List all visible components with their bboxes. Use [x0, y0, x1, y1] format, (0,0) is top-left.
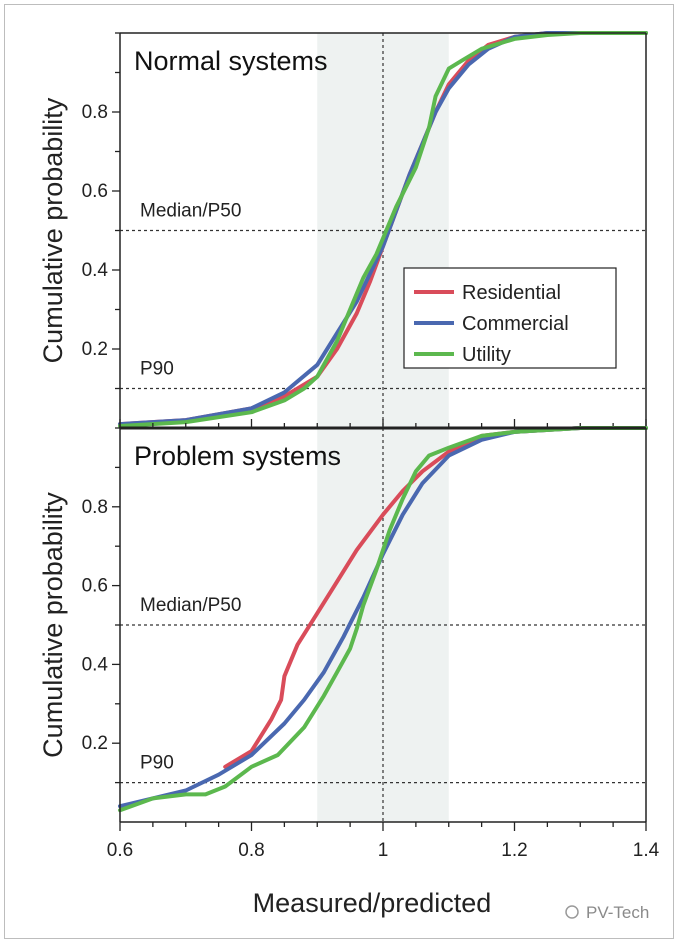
x-tick-label: 1.2	[501, 840, 527, 861]
y-axis-title: Cumulative probability	[38, 492, 68, 758]
watermark: PV-Tech	[565, 903, 649, 922]
panel-title: Normal systems	[134, 46, 328, 76]
reference-label: P90	[140, 753, 174, 774]
y-tick-label: 0.8	[82, 497, 108, 518]
series-line-commercial	[118, 426, 648, 809]
y-tick-label: 0.4	[82, 260, 109, 281]
panel-top: Median/P50 P90 0.2 0.4 0.6 0.8 Normal systems C…	[38, 31, 648, 430]
watermark-text: PV-Tech	[586, 903, 649, 922]
x-tick-label: 1.4	[633, 840, 660, 861]
x-tick-label: 0.6	[107, 840, 133, 861]
y-axis-title: Cumulative probability	[38, 97, 68, 363]
x-tick-label: 1	[378, 840, 389, 861]
legend-box	[403, 267, 617, 369]
legend: Residential Commercial Utility	[403, 267, 617, 369]
y-tick-label: 0.4	[82, 654, 109, 675]
y-tick-label: 0.6	[82, 181, 108, 202]
legend-label-residential: Residential	[462, 282, 561, 304]
series-line-utility	[118, 426, 648, 813]
panel-bottom: Median/P50 P90 0.2 0.4 0.6 0.8 0.6 0.8 1 1.2 1.4 Pr…	[38, 426, 660, 861]
y-tick-label: 0.8	[82, 102, 108, 123]
legend-label-commercial: Commercial	[462, 313, 569, 335]
legend-label-utility: Utility	[462, 344, 511, 366]
x-axis-title: Measured/predicted	[253, 888, 492, 918]
series-line-utility	[118, 31, 648, 428]
x-tick-label: 0.8	[238, 840, 264, 861]
wechat-icon	[565, 905, 579, 919]
panel-title: Problem systems	[134, 441, 341, 471]
reference-label: Median/P50	[140, 201, 241, 222]
reference-label: Median/P50	[140, 595, 241, 616]
y-tick-label: 0.2	[82, 339, 108, 360]
y-tick-label: 0.2	[82, 733, 108, 754]
reference-label: P90	[140, 359, 174, 380]
y-tick-label: 0.6	[82, 576, 108, 597]
figure-frame	[4, 4, 674, 939]
